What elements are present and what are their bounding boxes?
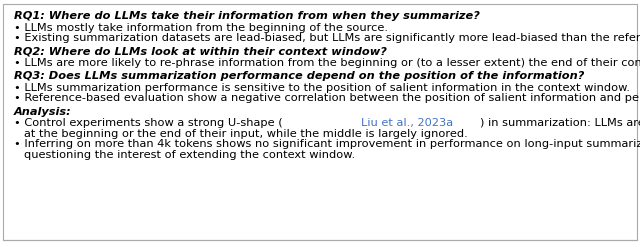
Text: at the beginning or the end of their input, while the middle is largely ignored.: at the beginning or the end of their inp… — [24, 129, 467, 139]
Text: • LLMs summarization performance is sensitive to the position of salient informa: • LLMs summarization performance is sens… — [14, 82, 630, 93]
Text: Analysis:: Analysis: — [14, 107, 72, 117]
Text: • LLMs are more likely to re-phrase information from the beginning or (to a less: • LLMs are more likely to re-phrase info… — [14, 58, 640, 68]
Text: RQ2: Where do LLMs look at within their context window?: RQ2: Where do LLMs look at within their … — [14, 46, 387, 57]
Text: • Inferring on more than 4k tokens shows no significant improvement in performan: • Inferring on more than 4k tokens shows… — [14, 139, 640, 149]
Text: ) in summarization: LLMs are good at processing information: ) in summarization: LLMs are good at pro… — [480, 118, 640, 128]
Text: Liu et al., 2023a: Liu et al., 2023a — [361, 118, 453, 128]
Text: • LLMs mostly take information from the beginning of the source.: • LLMs mostly take information from the … — [14, 22, 388, 33]
FancyBboxPatch shape — [3, 4, 637, 240]
Text: • Reference-based evaluation show a negative correlation between the position of: • Reference-based evaluation show a nega… — [14, 93, 640, 103]
Text: • Control experiments show a strong U-shape (: • Control experiments show a strong U-sh… — [14, 118, 283, 128]
Text: RQ1: Where do LLMs take their information from when they summarize?: RQ1: Where do LLMs take their informatio… — [14, 11, 480, 21]
Text: • Existing summarization datasets are lead-biased, but LLMs are significantly mo: • Existing summarization datasets are le… — [14, 33, 640, 43]
Text: RQ3: Does LLMs summarization performance depend on the position of the informati: RQ3: Does LLMs summarization performance… — [14, 71, 584, 81]
Text: questioning the interest of extending the context window.: questioning the interest of extending th… — [24, 150, 355, 160]
